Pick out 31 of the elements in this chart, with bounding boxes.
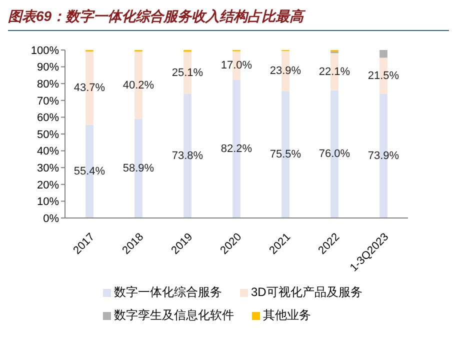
y-tick-label: 70%	[36, 95, 60, 108]
y-tick-label: 10%	[36, 196, 60, 208]
data-label: 43.7%	[74, 82, 106, 94]
data-label: 82.2%	[220, 142, 252, 155]
y-tick-label: 90%	[36, 62, 60, 74]
data-label: 75.5%	[270, 148, 302, 161]
data-label: 22.1%	[318, 66, 350, 78]
y-tick-label: 30%	[36, 162, 60, 175]
bar	[380, 50, 388, 58]
data-label: 17.0%	[220, 60, 252, 72]
y-tick-label: 100%	[30, 44, 60, 57]
data-label: 55.4%	[74, 165, 106, 178]
y-tick-label: 40%	[36, 146, 60, 158]
y-tick-label: 0%	[43, 212, 60, 225]
y-tick-label: 80%	[36, 78, 60, 91]
data-label: 40.2%	[122, 79, 154, 92]
legend-label: 数字孪生及信息化软件	[114, 307, 234, 324]
y-tick-label: 20%	[36, 179, 60, 192]
chart-title: 图表69：数字一体化综合服务收入结构占比最高	[8, 8, 449, 31]
legend-label: 3D可视化产品及服务	[251, 284, 362, 301]
data-label: 73.9%	[368, 150, 400, 162]
data-label: 23.9%	[270, 65, 302, 78]
data-label: 21.5%	[368, 70, 400, 82]
y-tick-label: 60%	[36, 112, 60, 124]
y-tick-label: 50%	[36, 128, 60, 141]
data-label: 73.8%	[172, 150, 204, 162]
legend-label: 其他业务	[263, 307, 311, 324]
legend-label: 数字一体化综合服务	[114, 284, 222, 301]
data-label: 76.0%	[318, 148, 350, 160]
data-label: 58.9%	[122, 162, 154, 175]
data-label: 25.1%	[172, 66, 204, 79]
